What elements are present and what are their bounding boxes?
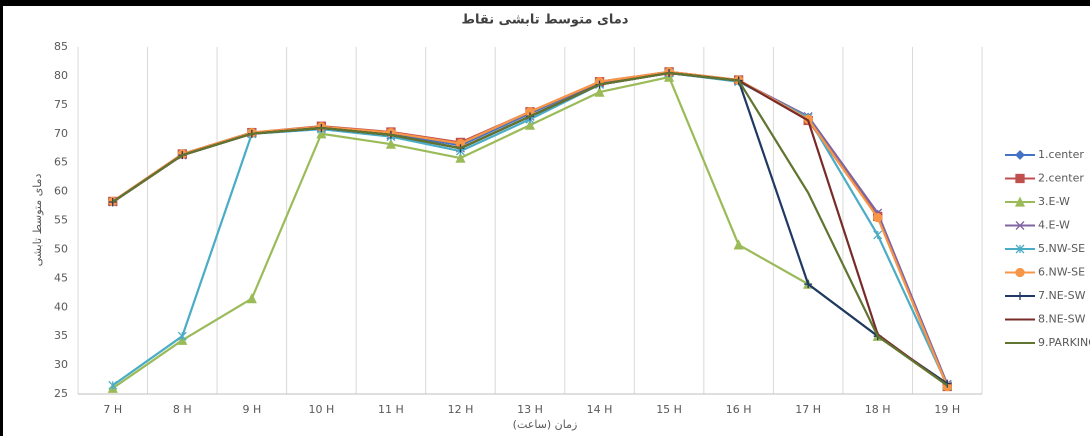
- x-tick-label: 19 H: [934, 403, 960, 416]
- x-tick-label: 9 H: [242, 403, 261, 416]
- x-tick-label: 7 H: [103, 403, 122, 416]
- y-tick-label: 25: [54, 387, 68, 400]
- y-tick-label: 65: [54, 156, 68, 169]
- y-tick-label: 75: [54, 98, 68, 111]
- x-tick-label: 11 H: [378, 403, 404, 416]
- left-border: [0, 0, 3, 436]
- x-tick-label: 18 H: [865, 403, 891, 416]
- y-tick-label: 60: [54, 185, 68, 198]
- x-tick-label: 17 H: [795, 403, 821, 416]
- marker: [874, 214, 882, 222]
- y-tick-label: 35: [54, 329, 68, 342]
- legend-label: 2.center: [1038, 172, 1084, 185]
- x-tick-label: 10 H: [309, 403, 335, 416]
- legend-label: 4.E-W: [1038, 219, 1070, 232]
- y-tick-label: 70: [54, 127, 68, 140]
- x-tick-label: 16 H: [726, 403, 752, 416]
- y-tick-label: 55: [54, 214, 68, 227]
- y-tick-label: 50: [54, 242, 68, 255]
- legend-label: 7.NE-SW: [1038, 289, 1086, 302]
- y-tick-label: 85: [54, 40, 68, 53]
- legend-label: 6.NW-SE: [1038, 266, 1085, 279]
- y-tick-label: 45: [54, 271, 68, 284]
- legend-label: 1.center: [1038, 148, 1084, 161]
- x-tick-label: 14 H: [587, 403, 613, 416]
- x-tick-label: 8 H: [173, 403, 192, 416]
- legend-label: 5.NW-SE: [1038, 242, 1085, 255]
- marker: [1016, 269, 1024, 277]
- x-tick-label: 12 H: [448, 403, 474, 416]
- x-tick-label: 15 H: [656, 403, 682, 416]
- chart-title: دمای متوسط تابشی نقاط: [462, 13, 629, 28]
- marker: [1016, 175, 1024, 183]
- x-axis-label: زمان (ساعت): [513, 418, 578, 431]
- y-axis-label: دمای متوسط تابشی: [31, 174, 44, 267]
- legend-label: 9.PARKING: [1038, 336, 1090, 349]
- x-tick-label: 13 H: [517, 403, 543, 416]
- y-tick-label: 80: [54, 69, 68, 82]
- legend-label: 8.NE-SW: [1038, 313, 1086, 326]
- y-tick-label: 40: [54, 300, 68, 313]
- top-border: [0, 0, 1090, 6]
- y-tick-label: 30: [54, 358, 68, 371]
- chart: دمای متوسط تابشی نقاط زمان (ساعت) دمای م…: [0, 0, 1090, 436]
- legend-label: 3.E-W: [1038, 195, 1070, 208]
